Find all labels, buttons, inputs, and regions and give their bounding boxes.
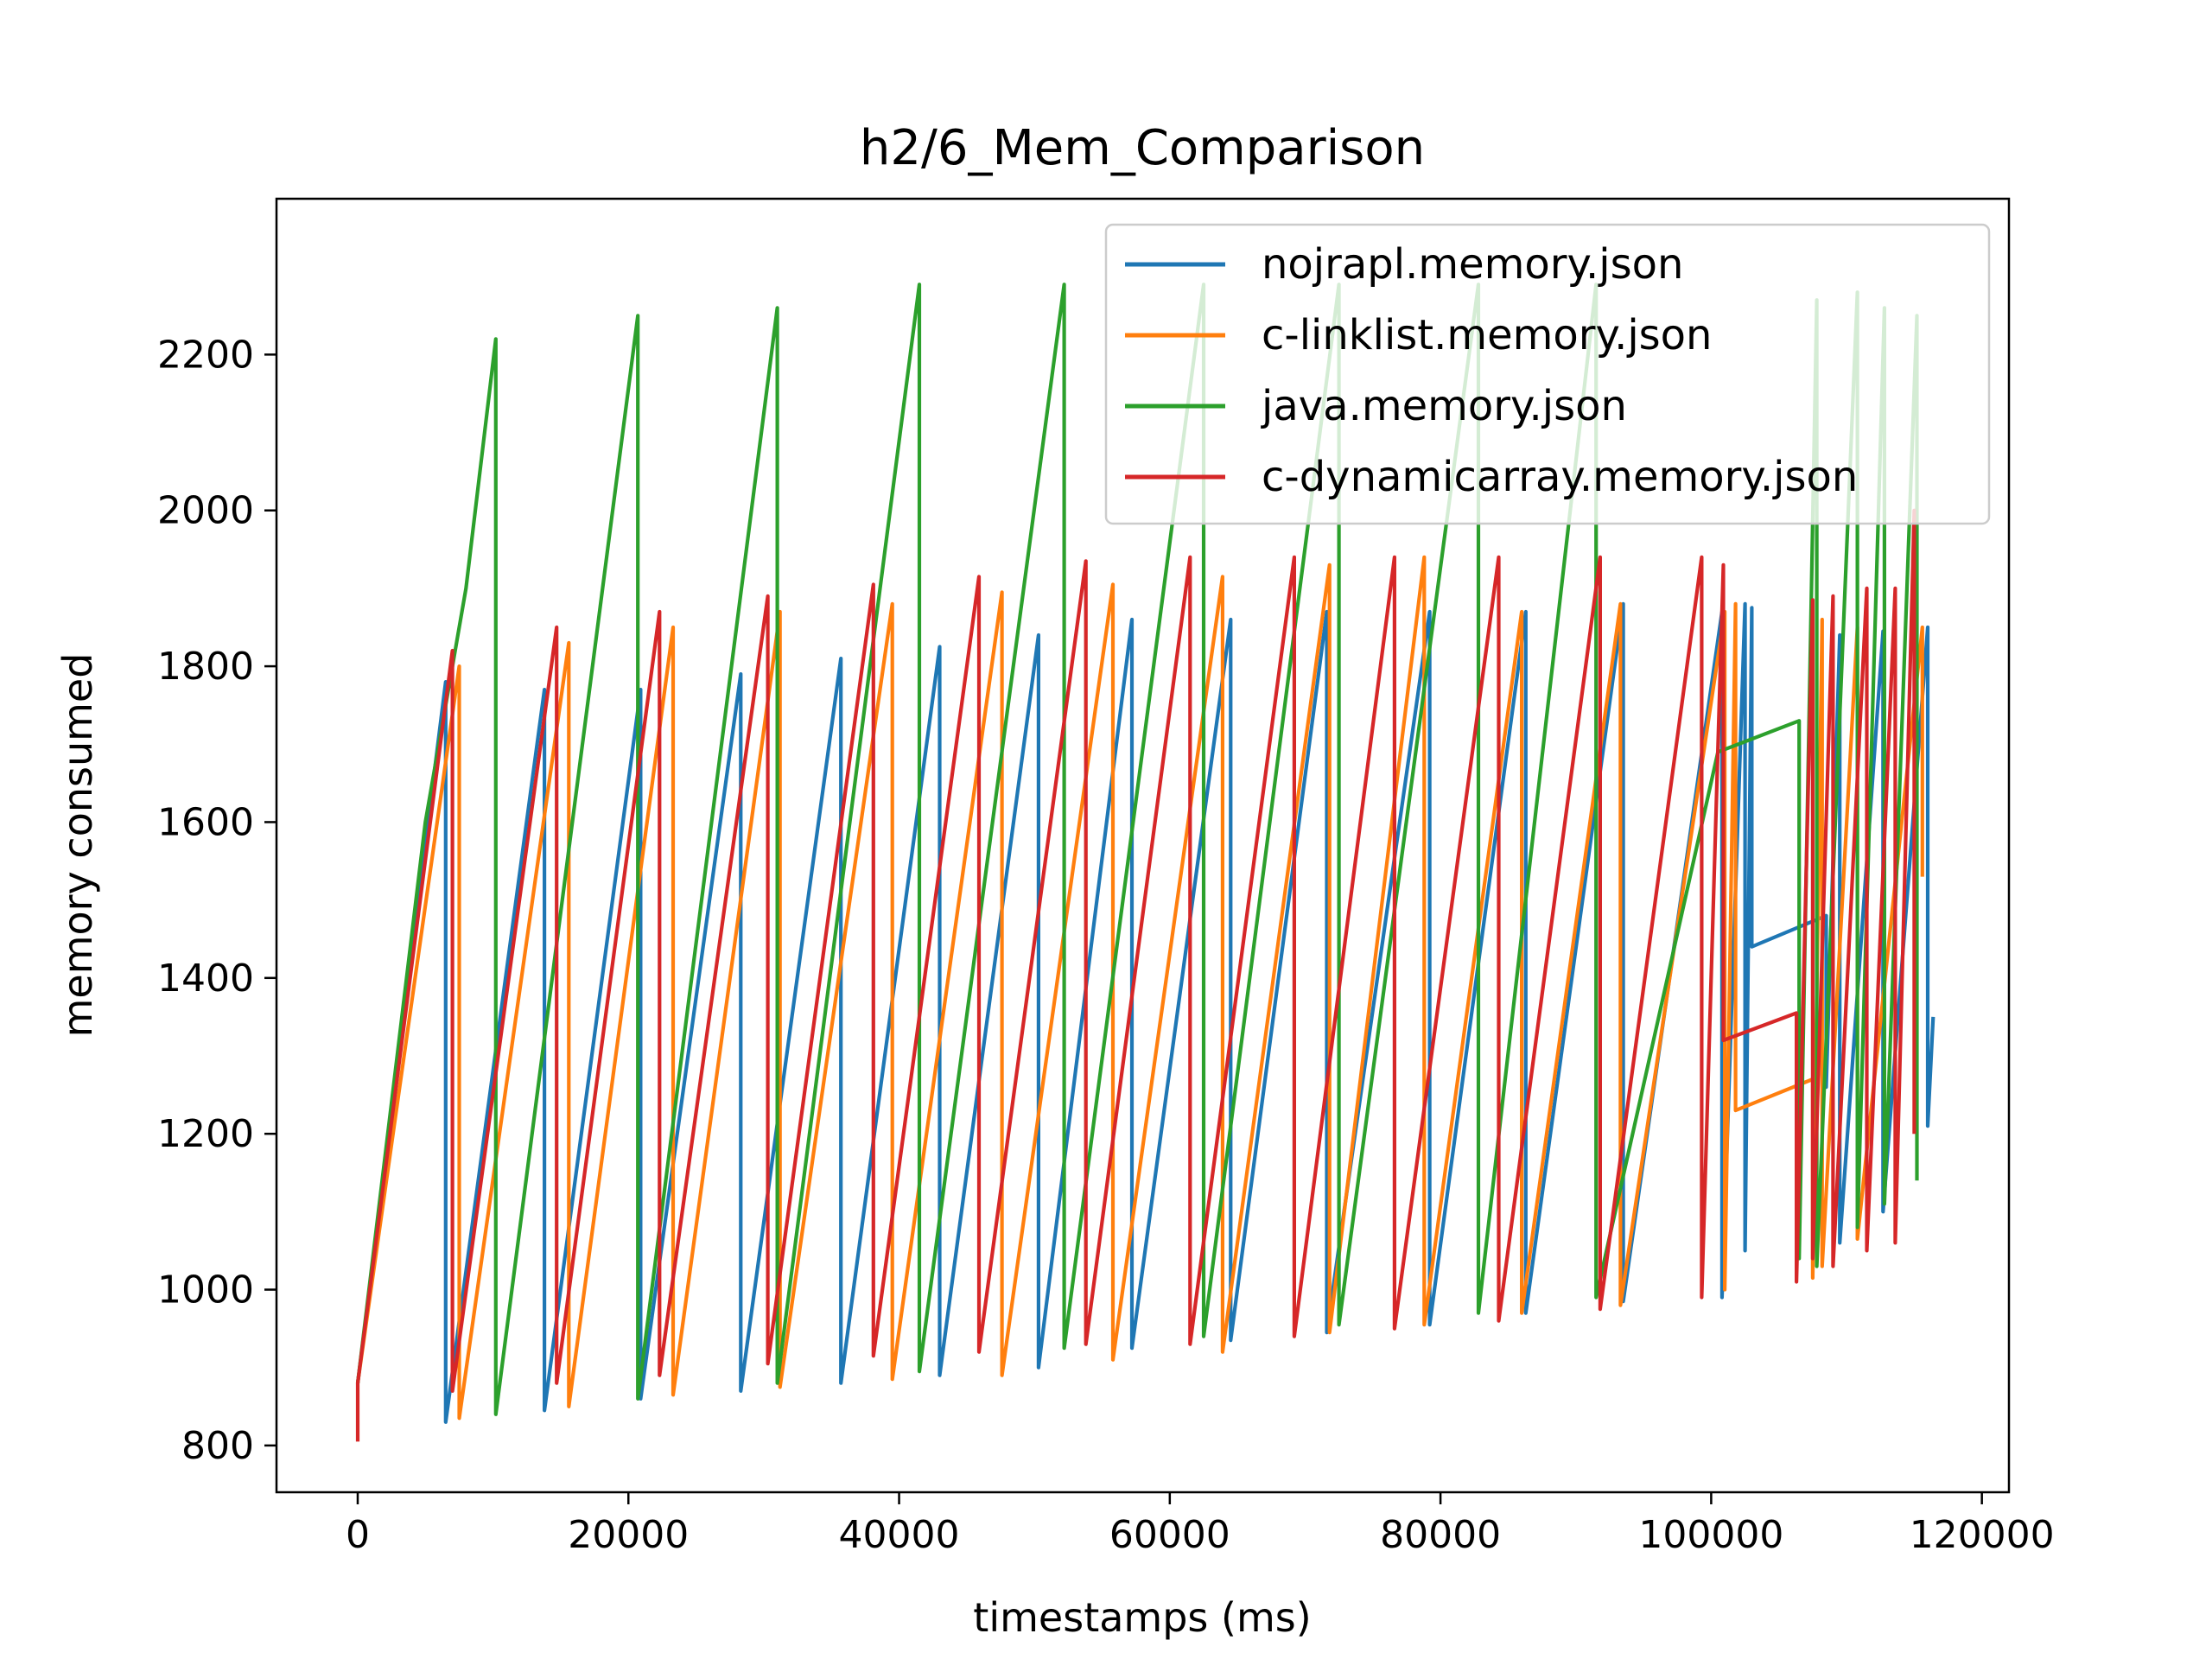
x-tick-label: 120000 xyxy=(1910,1513,2055,1557)
y-tick-label: 1800 xyxy=(157,645,254,689)
legend-label-4: c-dynamicarray.memory.json xyxy=(1262,453,1858,501)
legend-label-1: nojrapl.memory.json xyxy=(1262,240,1683,289)
y-axis: 800 1000 1200 1400 1600 1800 2000 2200 xyxy=(157,333,276,1468)
series-line-4 xyxy=(355,508,1916,1442)
plot-area-frame xyxy=(275,197,2011,1494)
y-axis-label: memory consumed xyxy=(54,653,101,1038)
x-tick-label: 80000 xyxy=(1380,1513,1501,1557)
legend: nojrapl.memory.json c-linklist.memory.jso… xyxy=(1104,223,1991,525)
y-tick-label: 1000 xyxy=(157,1268,254,1313)
x-tick-label: 0 xyxy=(346,1513,370,1557)
x-tick-label: 60000 xyxy=(1109,1513,1230,1557)
y-tick-label: 800 xyxy=(181,1424,254,1468)
legend-label-3: java.memory.json xyxy=(1261,382,1627,430)
y-tick-label: 1400 xyxy=(157,957,254,1001)
x-tick-label: 40000 xyxy=(839,1513,960,1557)
series-line-2 xyxy=(355,555,1924,1421)
chart-title: h2/6_Mem_Comparison xyxy=(860,120,1425,176)
y-tick-label: 2000 xyxy=(157,489,254,533)
x-axis-label: timestamps (ms) xyxy=(973,1594,1311,1641)
y-tick-label: 1600 xyxy=(157,800,254,844)
x-tick-label: 100000 xyxy=(1638,1513,1783,1557)
legend-box xyxy=(1104,223,1991,525)
legend-label-2: c-linklist.memory.json xyxy=(1262,311,1712,359)
x-tick-label: 20000 xyxy=(568,1513,689,1557)
y-tick-label: 2200 xyxy=(157,333,254,377)
y-tick-label: 1200 xyxy=(157,1112,254,1156)
x-axis: 0 20000 40000 60000 80000 100000 120000 xyxy=(346,1492,2055,1557)
